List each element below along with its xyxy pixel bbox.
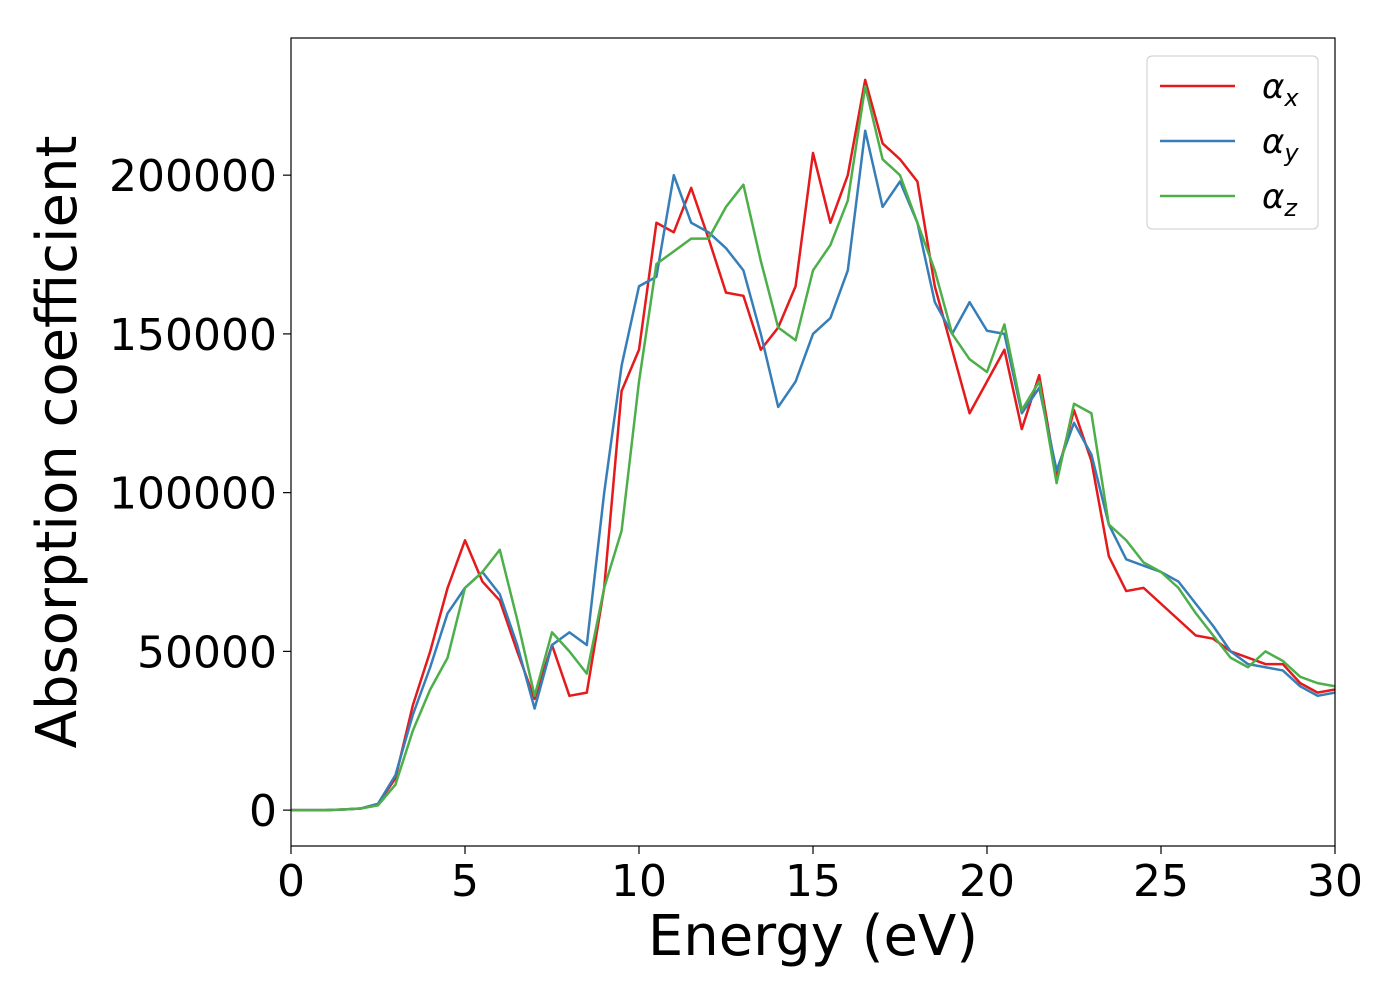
x-tick-label: 15: [785, 856, 841, 907]
x-tick-label: 5: [451, 856, 479, 907]
x-tick-label: 10: [611, 856, 667, 907]
x-tick-label: 0: [277, 856, 305, 907]
legend-box: [1146, 55, 1319, 230]
y-tick-label: 150000: [109, 310, 277, 361]
plot-frame: [290, 37, 1336, 847]
data-line: [291, 85, 1335, 812]
legend-label: αy: [1262, 122, 1299, 167]
legend-label: αz: [1262, 177, 1298, 222]
x-tick-label: 30: [1307, 856, 1363, 907]
y-axis-label: Absorption coefficient: [25, 136, 90, 749]
y-tick-label: 0: [249, 786, 277, 837]
y-tick-label: 200000: [109, 151, 277, 202]
data-line: [291, 78, 1335, 812]
x-tick-label: 20: [959, 856, 1015, 907]
y-tick-label: 50000: [137, 627, 277, 678]
x-tick-label: 25: [1133, 856, 1189, 907]
x-axis-label: Energy (eV): [648, 904, 978, 969]
y-tick-label: 100000: [109, 469, 277, 520]
legend-label: αx: [1262, 67, 1299, 112]
data-line: [291, 129, 1335, 812]
